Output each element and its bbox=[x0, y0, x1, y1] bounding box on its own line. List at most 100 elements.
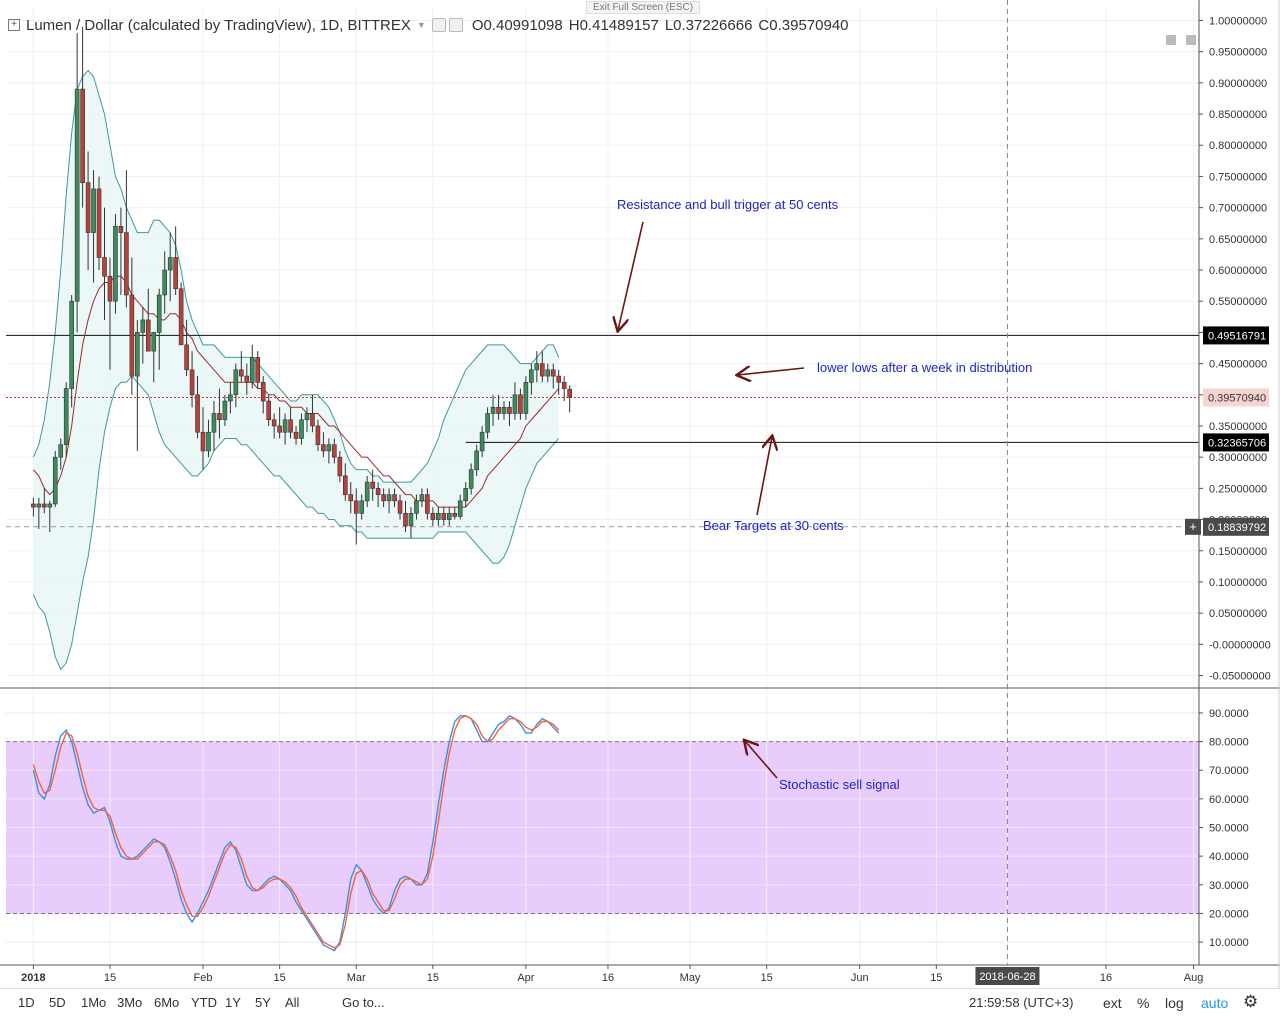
candle-body bbox=[348, 494, 354, 502]
candle-body bbox=[468, 469, 474, 489]
candle bbox=[479, 425, 485, 458]
price-tick-label: 0.70000000 bbox=[1209, 203, 1267, 215]
candle-body bbox=[271, 419, 277, 427]
stoch-tick-label: 80.0000 bbox=[1209, 737, 1249, 749]
goto-button[interactable]: Go to... bbox=[342, 995, 385, 1010]
candle bbox=[540, 351, 545, 383]
candle-body bbox=[135, 332, 140, 377]
timeframe-6mo[interactable]: 6Mo bbox=[154, 995, 180, 1010]
candle-body bbox=[85, 182, 91, 233]
timeframe-3mo[interactable]: 3Mo bbox=[117, 995, 143, 1010]
candle-body bbox=[479, 431, 485, 452]
candle-body bbox=[124, 232, 129, 296]
candle bbox=[304, 407, 310, 433]
timeframe-5d[interactable]: 5D bbox=[49, 995, 66, 1010]
candle bbox=[507, 401, 512, 426]
time-tick-label: Aug bbox=[1184, 972, 1204, 984]
candle-body bbox=[518, 394, 523, 414]
candle-body bbox=[113, 226, 118, 302]
candle-body bbox=[463, 488, 468, 502]
arrow-bear-targets bbox=[756, 437, 772, 516]
price-tick-label: 0.90000000 bbox=[1209, 78, 1267, 90]
candle-body bbox=[239, 369, 244, 377]
candle bbox=[501, 401, 507, 420]
time-tick-label: 16 bbox=[1100, 972, 1112, 984]
candle-body bbox=[228, 394, 233, 402]
candle bbox=[397, 494, 403, 520]
annotation-lower-lows: lower lows after a week in distribution bbox=[817, 360, 1032, 375]
arrow-lower-lows bbox=[738, 368, 805, 375]
bollinger-lower-line bbox=[32, 375, 560, 671]
candle bbox=[370, 469, 375, 501]
chevron-down-icon[interactable]: ▼ bbox=[416, 20, 426, 30]
exit-fullscreen-button[interactable]: Exit Full Screen (ESC) bbox=[586, 1, 701, 14]
candle bbox=[129, 257, 135, 395]
collapse-icon[interactable]: + bbox=[8, 19, 20, 31]
timeframe-1d[interactable]: 1D bbox=[18, 995, 35, 1010]
candle bbox=[91, 170, 96, 283]
stoch-tick-label: 30.0000 bbox=[1209, 880, 1249, 892]
settings-icon[interactable] bbox=[448, 18, 463, 32]
percent-toggle[interactable]: % bbox=[1137, 995, 1150, 1011]
auto-toggle[interactable]: auto bbox=[1201, 995, 1229, 1011]
minimize-icon[interactable] bbox=[1166, 35, 1176, 45]
candle bbox=[315, 419, 321, 451]
price-tick-label: 0.45000000 bbox=[1209, 359, 1267, 371]
candle-body bbox=[512, 394, 518, 414]
candle bbox=[228, 382, 233, 414]
high-value: 0.41489157 bbox=[579, 16, 659, 34]
candle bbox=[561, 376, 567, 402]
timeframe-all[interactable]: All bbox=[285, 995, 300, 1010]
candle-body bbox=[353, 500, 359, 514]
candle bbox=[47, 500, 53, 533]
candle-body bbox=[74, 88, 80, 302]
candle-body bbox=[392, 494, 397, 502]
candle-body bbox=[457, 500, 463, 517]
candle-body bbox=[156, 294, 162, 333]
eye-icon[interactable] bbox=[431, 18, 446, 32]
candle bbox=[545, 363, 551, 383]
candle-body bbox=[80, 88, 85, 183]
ext-toggle[interactable]: ext bbox=[1103, 995, 1122, 1011]
candle-body bbox=[496, 406, 501, 414]
candle-body bbox=[206, 431, 211, 452]
timeframe-1mo[interactable]: 1Mo bbox=[81, 995, 107, 1010]
symbol-title[interactable]: Lumen / Dollar (calculated by TradingVie… bbox=[26, 16, 411, 34]
candle-body bbox=[244, 375, 250, 383]
stochastic-pane[interactable] bbox=[6, 714, 1199, 952]
level-label-box bbox=[1203, 326, 1269, 345]
candle bbox=[239, 351, 244, 383]
price-pane[interactable] bbox=[6, 26, 1199, 671]
candle bbox=[102, 207, 107, 320]
candle-body bbox=[151, 332, 157, 352]
close-value: 0.39570940 bbox=[769, 16, 849, 34]
candle-body bbox=[107, 275, 113, 302]
timeframe-1y[interactable]: 1Y bbox=[225, 995, 241, 1010]
candle-body bbox=[118, 226, 124, 233]
annotation-stochastic: Stochastic sell signal bbox=[779, 777, 900, 792]
candle bbox=[184, 319, 189, 377]
candle-body bbox=[249, 357, 255, 383]
candle-body bbox=[326, 444, 332, 452]
candle bbox=[271, 413, 277, 439]
time-tick-label: 15 bbox=[930, 972, 942, 984]
stoch-tick-label: 90.0000 bbox=[1209, 708, 1249, 720]
candle bbox=[321, 432, 326, 458]
candle bbox=[419, 488, 425, 508]
price-tick-label: 0.15000000 bbox=[1209, 546, 1267, 558]
gear-icon[interactable]: ⚙ bbox=[1243, 992, 1259, 1011]
timeframe-ytd[interactable]: YTD bbox=[191, 995, 217, 1010]
maximize-icon[interactable] bbox=[1186, 35, 1196, 45]
candle-body bbox=[211, 413, 217, 433]
level-label: 0.39570940 bbox=[1208, 392, 1266, 404]
candle-body bbox=[419, 494, 425, 502]
price-tick-label: 0.05000000 bbox=[1209, 608, 1267, 620]
candle bbox=[446, 507, 452, 526]
candle-body bbox=[452, 513, 458, 517]
open-value: 0.40991098 bbox=[483, 16, 563, 34]
candle bbox=[403, 500, 408, 533]
timeframe-5y[interactable]: 5Y bbox=[255, 995, 271, 1010]
log-toggle[interactable]: log bbox=[1165, 995, 1184, 1011]
candle-body bbox=[282, 419, 288, 433]
